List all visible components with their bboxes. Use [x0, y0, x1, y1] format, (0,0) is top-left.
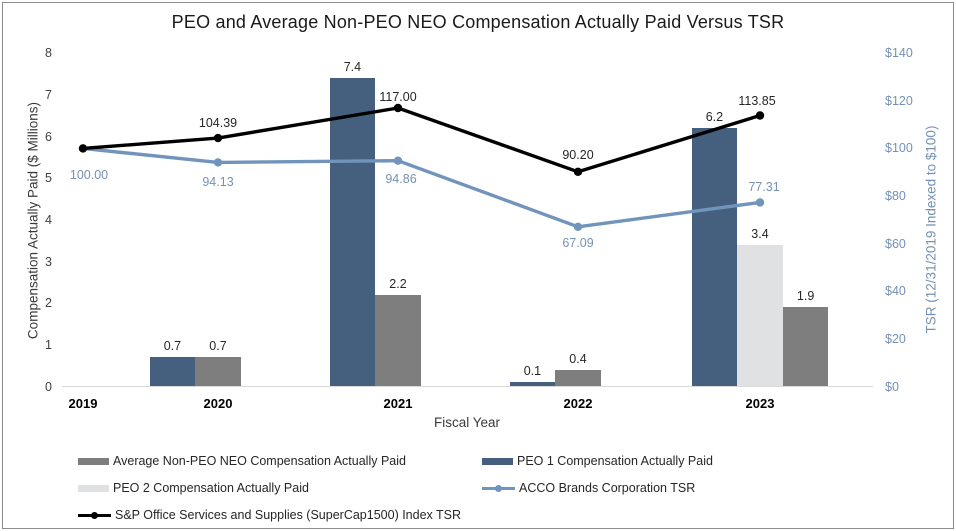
right-axis-tick-label: $100: [885, 141, 913, 156]
legend-item-peo1: PEO 1 Compensation Actually Paid: [482, 454, 713, 469]
x-axis-category-label: 2023: [745, 396, 775, 411]
legend-label: PEO 1 Compensation Actually Paid: [517, 454, 713, 468]
bar-value-label: 0.4: [569, 351, 587, 366]
legend-label: ACCO Brands Corporation TSR: [519, 481, 696, 495]
bar-value-label: 2.2: [389, 276, 407, 291]
line-marker: [213, 133, 223, 143]
bar-value-label: 1.9: [796, 289, 815, 304]
right-axis-tick-label: $80: [885, 189, 906, 204]
bar: [782, 307, 829, 387]
left-axis-tick-label: 5: [45, 171, 52, 186]
bar: [691, 128, 738, 387]
left-axis-tick-label: 2: [45, 296, 52, 311]
bar: [149, 357, 196, 387]
bar-value-label: 0.1: [523, 364, 542, 379]
bar: [195, 357, 241, 387]
legend-label: S&P Office Services and Supplies (SuperC…: [115, 508, 462, 522]
line-swatch-acco-tsr: [482, 484, 515, 493]
line-point-label: 94.13: [202, 175, 234, 190]
left-axis-tick-label: 7: [45, 87, 52, 102]
x-axis-category-label: 2019: [68, 396, 98, 411]
bar-swatch-avg-non-peo: [78, 457, 109, 465]
right-axis-tick-label: $40: [885, 284, 906, 299]
bar-value-label: 0.7: [209, 339, 227, 354]
left-axis-tick-label: 4: [45, 212, 52, 227]
right-axis-tick-label: $140: [885, 46, 913, 61]
line-marker: [573, 167, 583, 176]
line-point-label: 77.31: [748, 180, 780, 195]
bar-value-label: 3.4: [751, 226, 769, 241]
legend-item-sp-index-tsr: S&P Office Services and Supplies (SuperC…: [78, 508, 461, 523]
bar-value-label: 6.2: [705, 110, 724, 125]
x-axis-category-label: 2021: [383, 396, 413, 411]
legend-item-acco-tsr: ACCO Brands Corporation TSR: [482, 481, 695, 496]
left-axis-tick-label: 6: [45, 129, 52, 144]
legend-item-avg-non-peo: Average Non-PEO NEO Compensation Actuall…: [78, 454, 406, 469]
chart-title: PEO and Average Non-PEO NEO Compensation…: [171, 12, 785, 32]
right-axis-tick-label: $0: [885, 379, 899, 394]
line-point-label: 104.39: [198, 116, 238, 130]
bar: [375, 294, 421, 387]
bar-value-label: 0.7: [163, 339, 182, 354]
line-point-label: 67.09: [562, 235, 594, 250]
bar-value-label: 7.4: [343, 60, 362, 75]
legend-item-peo2: PEO 2 Compensation Actually Paid: [78, 481, 309, 496]
x-axis-title: Fiscal Year: [433, 415, 501, 430]
line-point-label: 117.00: [379, 89, 417, 104]
line-point-label: 100.00: [69, 168, 109, 183]
line-point-label: 94.86: [385, 171, 417, 186]
bar: [509, 382, 556, 387]
line-swatch-sp-index-tsr: [78, 511, 111, 520]
left-axis-tick-label: 3: [45, 254, 52, 269]
x-axis-category-label: 2020: [203, 396, 233, 411]
x-axis-category-label: 2022: [563, 396, 593, 411]
right-axis-tick-label: $20: [885, 331, 906, 346]
right-axis-tick-label: $120: [885, 93, 913, 108]
bar: [737, 244, 783, 387]
line-marker: [393, 156, 403, 165]
left-axis-tick-label: 0: [45, 379, 52, 394]
line-marker: [755, 111, 765, 120]
legend-label: PEO 2 Compensation Actually Paid: [113, 481, 309, 495]
line-marker: [393, 103, 403, 113]
line-point-label: 113.85: [738, 94, 776, 109]
line-marker: [78, 144, 88, 153]
line-marker: [78, 144, 88, 153]
line-marker: [213, 158, 223, 167]
x-axis-baseline: [62, 386, 873, 387]
bar: [555, 369, 601, 387]
bar: [329, 78, 376, 387]
bar-swatch-peo2: [78, 484, 109, 492]
left-axis-tick-label: 8: [45, 46, 52, 61]
bar-swatch-peo1: [482, 457, 513, 465]
line-point-label: 90.20: [562, 147, 594, 162]
right-axis-tick-label: $60: [885, 236, 906, 251]
line-marker: [755, 198, 765, 207]
legend-label: Average Non-PEO NEO Compensation Actuall…: [113, 454, 406, 468]
line-marker: [573, 222, 583, 232]
left-axis-tick-label: 1: [45, 337, 52, 352]
right-axis-title: TSR (12/31/2019 Indexed to $100): [923, 125, 939, 334]
